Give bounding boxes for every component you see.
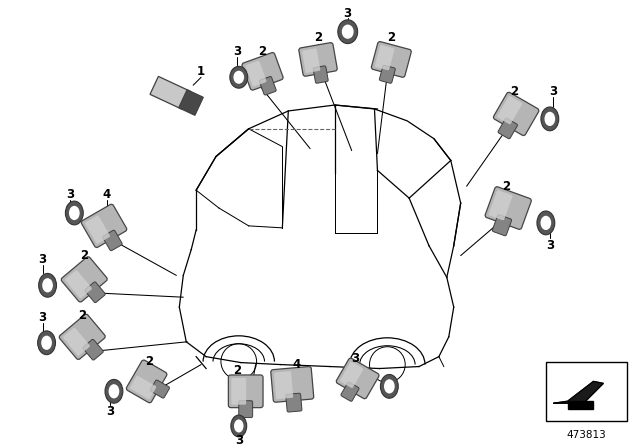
FancyBboxPatch shape [498, 118, 518, 139]
FancyBboxPatch shape [102, 230, 122, 251]
FancyBboxPatch shape [85, 282, 105, 303]
FancyBboxPatch shape [245, 375, 262, 407]
Text: 3: 3 [67, 188, 74, 201]
FancyBboxPatch shape [493, 92, 539, 136]
FancyBboxPatch shape [63, 327, 90, 356]
FancyBboxPatch shape [375, 45, 394, 70]
Text: 3: 3 [233, 45, 241, 58]
FancyBboxPatch shape [242, 52, 283, 90]
FancyBboxPatch shape [231, 378, 246, 405]
FancyBboxPatch shape [546, 362, 627, 421]
FancyBboxPatch shape [351, 367, 378, 398]
FancyBboxPatch shape [380, 65, 396, 83]
FancyBboxPatch shape [341, 382, 359, 401]
FancyBboxPatch shape [97, 205, 126, 238]
Ellipse shape [231, 415, 246, 437]
FancyBboxPatch shape [135, 361, 166, 388]
FancyBboxPatch shape [497, 96, 522, 125]
Text: 3: 3 [38, 253, 47, 266]
Ellipse shape [541, 107, 559, 131]
FancyBboxPatch shape [258, 53, 283, 84]
Ellipse shape [230, 66, 248, 88]
FancyBboxPatch shape [503, 194, 531, 229]
Text: 2: 2 [510, 85, 518, 98]
Ellipse shape [234, 419, 244, 432]
Text: 4: 4 [292, 358, 300, 371]
Text: 3: 3 [351, 352, 360, 365]
Polygon shape [568, 401, 593, 409]
FancyBboxPatch shape [286, 393, 302, 412]
Text: 2: 2 [78, 309, 86, 322]
Text: 3: 3 [106, 405, 114, 418]
Text: 2: 2 [387, 31, 396, 44]
Text: 2: 2 [145, 355, 154, 368]
Text: 2: 2 [233, 364, 241, 377]
Ellipse shape [41, 336, 52, 350]
FancyBboxPatch shape [130, 376, 156, 399]
Ellipse shape [380, 375, 398, 398]
Ellipse shape [541, 216, 551, 230]
FancyBboxPatch shape [388, 46, 411, 77]
FancyBboxPatch shape [291, 367, 313, 400]
Text: 2: 2 [80, 249, 88, 262]
Text: 3: 3 [235, 435, 243, 448]
Text: 3: 3 [548, 85, 557, 98]
FancyBboxPatch shape [485, 187, 531, 229]
FancyBboxPatch shape [316, 43, 337, 73]
Polygon shape [554, 381, 604, 403]
FancyBboxPatch shape [150, 76, 191, 109]
FancyBboxPatch shape [489, 190, 513, 220]
FancyBboxPatch shape [83, 339, 103, 360]
FancyBboxPatch shape [274, 371, 293, 399]
Text: 1: 1 [197, 65, 205, 78]
FancyBboxPatch shape [246, 61, 266, 86]
Ellipse shape [338, 20, 358, 43]
Text: 3: 3 [546, 239, 554, 252]
FancyBboxPatch shape [85, 215, 110, 244]
FancyBboxPatch shape [509, 102, 538, 135]
Ellipse shape [105, 379, 123, 403]
FancyBboxPatch shape [65, 270, 92, 298]
FancyBboxPatch shape [313, 66, 328, 83]
Text: 4: 4 [103, 188, 111, 201]
FancyBboxPatch shape [299, 43, 337, 76]
Ellipse shape [65, 201, 83, 225]
FancyBboxPatch shape [340, 362, 364, 388]
FancyBboxPatch shape [336, 358, 379, 399]
FancyBboxPatch shape [61, 257, 108, 302]
FancyBboxPatch shape [228, 375, 263, 408]
Ellipse shape [342, 25, 354, 39]
Ellipse shape [384, 379, 395, 393]
FancyBboxPatch shape [179, 90, 204, 115]
Ellipse shape [38, 331, 56, 355]
Text: 473813: 473813 [566, 430, 606, 440]
FancyBboxPatch shape [371, 42, 412, 78]
FancyBboxPatch shape [259, 77, 276, 95]
FancyBboxPatch shape [60, 314, 106, 359]
FancyBboxPatch shape [75, 257, 107, 290]
FancyBboxPatch shape [73, 314, 105, 348]
Ellipse shape [545, 112, 555, 126]
Ellipse shape [38, 273, 56, 297]
FancyBboxPatch shape [492, 215, 511, 236]
FancyBboxPatch shape [239, 401, 253, 418]
FancyBboxPatch shape [81, 204, 127, 248]
Ellipse shape [69, 206, 79, 220]
FancyBboxPatch shape [271, 366, 314, 402]
FancyBboxPatch shape [150, 380, 170, 398]
Ellipse shape [109, 384, 119, 398]
Text: 2: 2 [314, 31, 322, 44]
Text: 2: 2 [259, 45, 267, 58]
FancyBboxPatch shape [302, 48, 320, 73]
FancyBboxPatch shape [126, 360, 167, 403]
Ellipse shape [537, 211, 555, 235]
Ellipse shape [234, 71, 244, 84]
Text: 3: 3 [38, 310, 47, 323]
Ellipse shape [42, 278, 53, 293]
Text: 3: 3 [344, 7, 352, 20]
Text: 2: 2 [502, 180, 510, 193]
